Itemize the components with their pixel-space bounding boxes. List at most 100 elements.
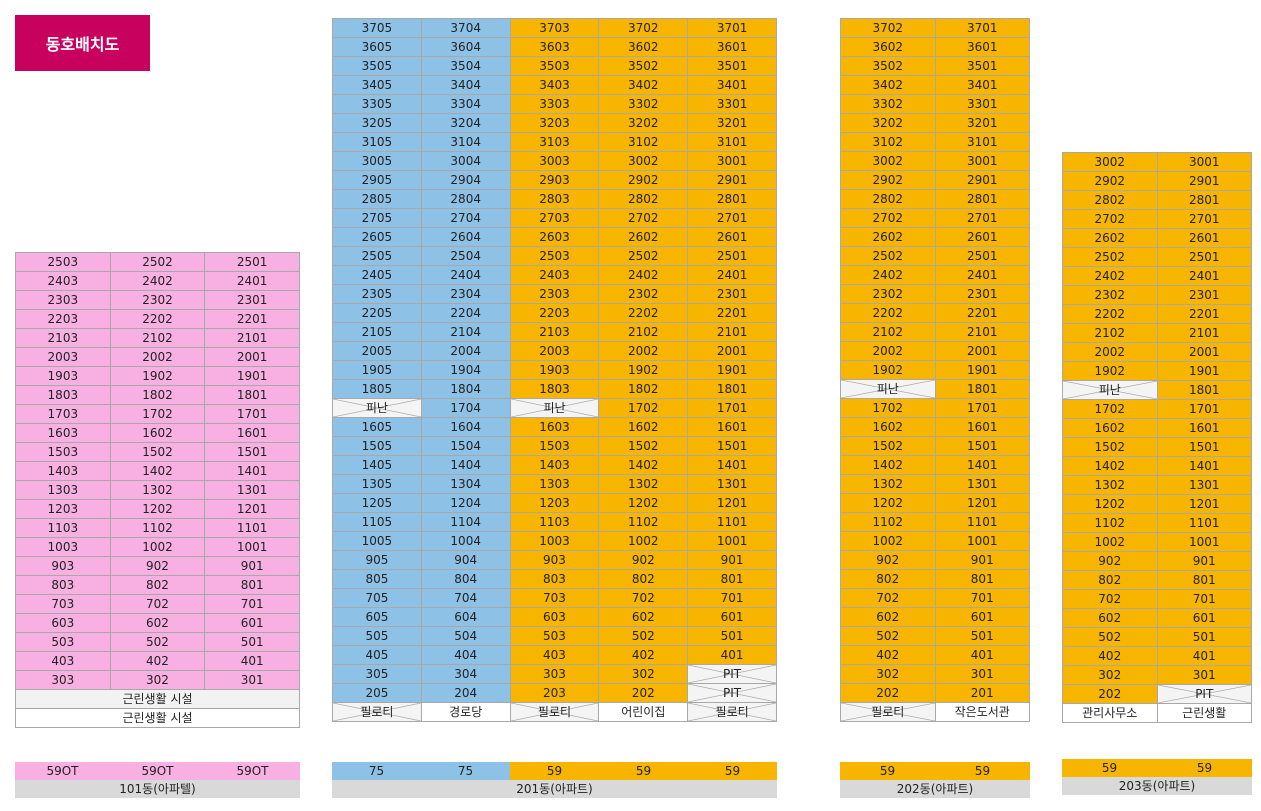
- unit-cell: 2902: [598, 170, 689, 190]
- unit-cell: 1002: [109, 537, 206, 557]
- unit-cell: 801: [687, 569, 777, 589]
- unit-cell: 2204: [420, 303, 511, 323]
- unit-cell: 802: [109, 575, 206, 595]
- unit-cell: 3102: [598, 132, 689, 152]
- unit-cell: 1202: [598, 493, 689, 513]
- unit-cell: 704: [420, 588, 511, 608]
- unit-cell: 401: [687, 645, 777, 665]
- blocked-cell: PIT: [687, 664, 777, 684]
- floor-row: 1202 1201: [1062, 494, 1252, 514]
- floor-row: 302 301: [1062, 665, 1252, 685]
- unit-cell: 1101: [204, 518, 300, 538]
- unit-cell: 204: [420, 683, 511, 703]
- unit-cell: 1301: [1156, 475, 1252, 495]
- floor-row: 1903 1902 1901: [15, 366, 300, 386]
- floor-row: 1305 1304 1303 1302 1301: [332, 474, 777, 494]
- floor-row: 2105 2104 2103 2102 2101: [332, 322, 777, 342]
- unit-cell: 1802: [109, 385, 206, 405]
- unit-cell: 1104: [420, 512, 511, 532]
- unit-cell: 3102: [840, 132, 936, 152]
- unit-cell: 1102: [1062, 513, 1158, 533]
- unit-type-cell: 59OT: [15, 762, 110, 780]
- unit-cell: 1702: [1062, 399, 1158, 419]
- unit-type-cell: 59: [510, 762, 599, 780]
- unit-cell: 1903: [509, 360, 600, 380]
- unit-cell: 2005: [332, 341, 422, 361]
- unit-cell: 2402: [840, 265, 936, 285]
- unit-cell: 2805: [332, 189, 422, 209]
- unit-cell: 2503: [15, 252, 111, 272]
- unit-cell: 1301: [934, 474, 1030, 494]
- unit-cell: 2803: [509, 189, 600, 209]
- floor-row: 3402 3401: [840, 75, 1030, 95]
- unit-cell: 701: [934, 588, 1030, 608]
- unit-cell: 1201: [204, 499, 300, 519]
- unit-cell: 702: [1062, 589, 1158, 609]
- floor-row: 3202 3201: [840, 113, 1030, 133]
- building-name: 202동(아파트): [840, 780, 1030, 798]
- unit-cell: 2901: [687, 170, 777, 190]
- unit-cell: 2402: [1062, 266, 1158, 286]
- unit-cell: 1402: [598, 455, 689, 475]
- floor-row: 1503 1502 1501: [15, 442, 300, 462]
- unit-cell: 3301: [934, 94, 1030, 114]
- floor-row: 1502 1501: [840, 436, 1030, 456]
- building-101-legend: 59OT 59OT 59OT 101동(아파텔): [15, 762, 300, 798]
- unit-cell: 1801: [1156, 380, 1252, 400]
- unit-cell: 201: [934, 683, 1030, 703]
- floor-row: 3605 3604 3603 3602 3601: [332, 37, 777, 57]
- unit-cell: 3404: [420, 75, 511, 95]
- unit-cell: 2501: [204, 252, 300, 272]
- floor-row: 905 904 903 902 901: [332, 550, 777, 570]
- unit-cell: 803: [509, 569, 600, 589]
- unit-cell: 904: [420, 550, 511, 570]
- unit-cell: 602: [109, 613, 206, 633]
- unit-cell: 2303: [15, 290, 111, 310]
- unit-cell: 1002: [598, 531, 689, 551]
- floor-row: 1902 1901: [840, 360, 1030, 380]
- floor-row: 3002 3001: [840, 151, 1030, 171]
- unit-cell: 1103: [509, 512, 600, 532]
- floor-row: 1703 1702 1701: [15, 404, 300, 424]
- unit-cell: 504: [420, 626, 511, 646]
- unit-cell: 2001: [934, 341, 1030, 361]
- building-name: 101동(아파텔): [15, 780, 300, 798]
- unit-cell: 1602: [109, 423, 206, 443]
- floor-row: 903 902 901: [15, 556, 300, 576]
- unit-cell: 2401: [687, 265, 777, 285]
- floor-row: 1302 1301: [840, 474, 1030, 494]
- unit-cell: 2701: [1156, 209, 1252, 229]
- unit-type-cell: 59OT: [205, 762, 300, 780]
- unit-cell: 3605: [332, 37, 422, 57]
- unit-cell: 802: [1062, 570, 1158, 590]
- unit-cell: 3204: [420, 113, 511, 133]
- unit-cell: 1703: [15, 404, 111, 424]
- floor-row: 2402 2401: [840, 265, 1030, 285]
- unit-cell: 903: [15, 556, 111, 576]
- unit-cell: 2904: [420, 170, 511, 190]
- floor-row: 근린생활 시설: [15, 689, 300, 709]
- unit-type-cell: 59: [688, 762, 777, 780]
- unit-cell: 1003: [509, 531, 600, 551]
- unit-cell: 2501: [934, 246, 1030, 266]
- unit-cell: 605: [332, 607, 422, 627]
- unit-cell: 2205: [332, 303, 422, 323]
- unit-cell: 3401: [687, 75, 777, 95]
- unit-cell: 701: [204, 594, 300, 614]
- unit-cell: 1902: [1062, 361, 1158, 381]
- unit-cell: 1203: [509, 493, 600, 513]
- floor-row: 605 604 603 602 601: [332, 607, 777, 627]
- unit-cell: 1701: [934, 398, 1030, 418]
- unit-cell: 1701: [204, 404, 300, 424]
- unit-cell: 2201: [204, 309, 300, 329]
- floor-row: 2602 2601: [1062, 228, 1252, 248]
- unit-cell: 1504: [420, 436, 511, 456]
- floor-row: 602 601: [840, 607, 1030, 627]
- unit-cell: 2201: [1156, 304, 1252, 324]
- unit-cell: 902: [1062, 551, 1158, 571]
- unit-cell: 2102: [109, 328, 206, 348]
- floor-row: 1205 1204 1203 1202 1201: [332, 493, 777, 513]
- unit-cell: 2501: [1156, 247, 1252, 267]
- unit-cell: 2103: [15, 328, 111, 348]
- floor-row: 705 704 703 702 701: [332, 588, 777, 608]
